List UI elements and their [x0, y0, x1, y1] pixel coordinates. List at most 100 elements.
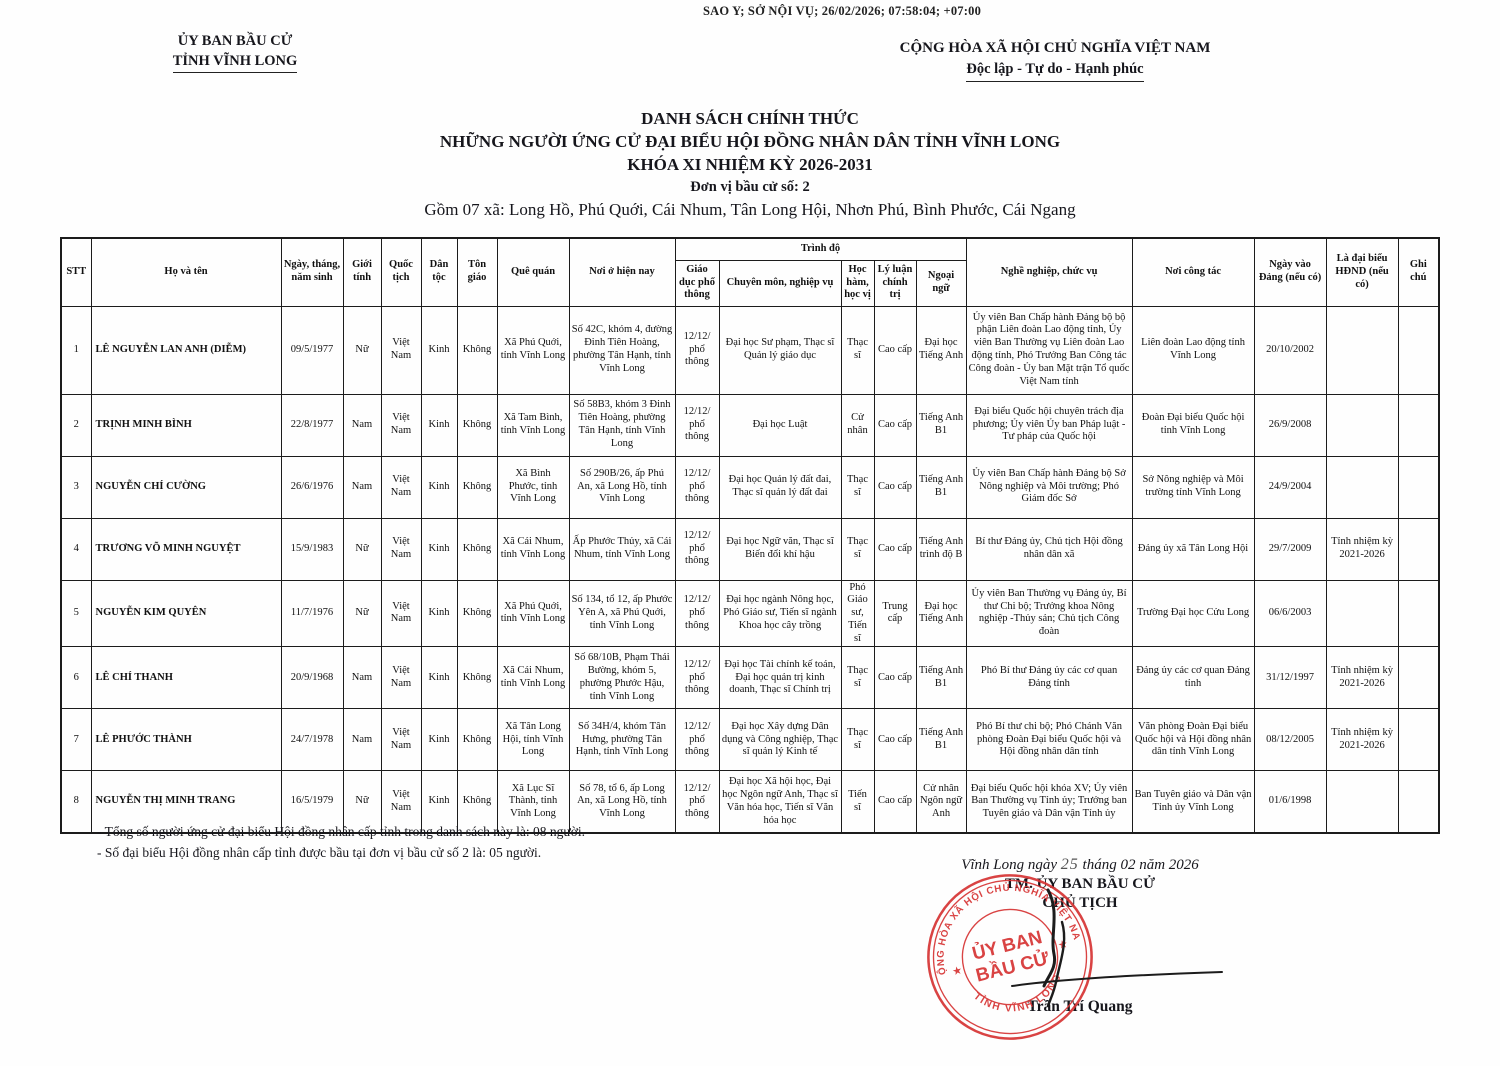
cell-stt: 3 — [60, 455, 92, 519]
national-title: CỘNG HÒA XÃ HỘI CHỦ NGHĨA VIỆT NAM — [899, 40, 1211, 56]
cell-party-date: 24/9/2004 — [1253, 455, 1327, 519]
cell-occupation: Đại biểu Quốc hội khóa XV; Ủy viên Ban T… — [965, 770, 1133, 834]
cell-note — [1397, 646, 1440, 710]
cell-occupation: Ủy viên Ban Chấp hành Đảng bộ bộ phận Li… — [965, 305, 1133, 395]
cell-note — [1397, 393, 1440, 457]
cell-hometown: Xã Cái Nhum, tỉnh Vĩnh Long — [496, 517, 570, 581]
cell-name: TRỊNH MINH BÌNH — [90, 393, 282, 457]
cell-party-date: 26/9/2008 — [1253, 393, 1327, 457]
header-degree: Học hàm, học vị — [840, 259, 875, 307]
cell-name: LÊ NGUYỄN LAN ANH (DIỄM) — [90, 305, 282, 395]
cell-dob: 09/5/1977 — [280, 305, 344, 395]
cell-language: Tiếng Anh B1 — [915, 646, 967, 710]
cell-education: 12/12/ phổ thông — [674, 770, 720, 834]
signer-name: Trần Trí Quang — [1027, 998, 1133, 1015]
cell-nationality: Việt Nam — [380, 393, 422, 457]
cell-language: Tiếng Anh B1 — [915, 708, 967, 772]
cell-qualification: Đại học ngành Nông học, Phó Giáo sư, Tiế… — [718, 579, 842, 648]
handwritten-day: 25 — [1060, 856, 1079, 873]
cell-workplace: Liên đoàn Lao động tỉnh Vĩnh Long — [1131, 305, 1255, 395]
cell-party-date: 29/7/2009 — [1253, 517, 1327, 581]
election-unit-line: Đơn vị bầu cử số: 2 — [690, 178, 810, 195]
candidates-table: STT Họ và tên Ngày, tháng, năm sinh Giới… — [60, 237, 1441, 834]
cell-workplace: Trường Đại học Cửu Long — [1131, 579, 1255, 648]
cell-gender: Nam — [342, 646, 382, 710]
cell-dob: 26/6/1976 — [280, 455, 344, 519]
table-row: 2 TRỊNH MINH BÌNH 22/8/1977 Nam Việt Nam Kinh… — [60, 393, 1440, 457]
cell-gender: Nam — [342, 708, 382, 772]
cell-politics: Cao cấp — [873, 708, 917, 772]
cell-gender: Nam — [342, 393, 382, 457]
cell-workplace: Đoàn Đại biểu Quốc hội tỉnh Vĩnh Long — [1131, 393, 1255, 457]
cell-party-date: 01/6/1998 — [1253, 770, 1327, 834]
cell-occupation: Đại biểu Quốc hội chuyên trách địa phươn… — [965, 393, 1133, 457]
cell-nationality: Việt Nam — [380, 305, 422, 395]
cell-residence: Số 42C, khóm 4, đường Đinh Tiên Hoàng, p… — [568, 305, 676, 395]
header-workplace: Nơi công tác — [1131, 237, 1255, 307]
cell-ethnicity: Kinh — [420, 579, 458, 648]
cell-name: LÊ CHÍ THANH — [90, 646, 282, 710]
header-note: Ghi chú — [1397, 237, 1440, 307]
cell-dob: 11/7/1976 — [280, 579, 344, 648]
cell-residence: Số 290B/26, ấp Phú An, xã Long Hồ, tỉnh … — [568, 455, 676, 519]
cell-hometown: Xã Lục Sĩ Thành, tỉnh Vĩnh Long — [496, 770, 570, 834]
cell-politics: Cao cấp — [873, 305, 917, 395]
header-council: Là đại biểu HĐND (nếu có) — [1325, 237, 1399, 307]
cell-stt: 8 — [60, 770, 92, 834]
cell-workplace: Sở Nông nghiệp và Môi trường tỉnh Vĩnh L… — [1131, 455, 1255, 519]
cell-ethnicity: Kinh — [420, 455, 458, 519]
signer-role: CHỦ TỊCH — [1042, 895, 1118, 911]
cell-politics: Trung cấp — [873, 579, 917, 648]
cell-name: NGUYỄN KIM QUYÊN — [90, 579, 282, 648]
table-header: STT Họ và tên Ngày, tháng, năm sinh Giới… — [60, 237, 1440, 307]
document-title-block: DANH SÁCH CHÍNH THỨC NHỮNG NGƯỜI ỨNG CỬ … — [0, 108, 1500, 222]
cell-name: TRƯƠNG VÕ MINH NGUYỆT — [90, 517, 282, 581]
signing-authority: TM. ỦY BAN BẦU CỬ — [1004, 876, 1156, 892]
cell-note — [1397, 305, 1440, 395]
cell-nationality: Việt Nam — [380, 517, 422, 581]
signature-block: Vĩnh Long ngày 25 tháng 02 năm 2026 TM. … — [870, 856, 1290, 1016]
cell-politics: Cao cấp — [873, 455, 917, 519]
cell-religion: Không — [456, 708, 498, 772]
copy-certification-line: SAO Y; SỞ NỘI VỤ; 26/02/2026; 07:58:04; … — [703, 4, 982, 18]
cell-language: Tiếng Anh trình độ B — [915, 517, 967, 581]
cell-hometown: Xã Phú Quới, tỉnh Vĩnh Long — [496, 579, 570, 648]
cell-hometown: Xã Phú Quới, tỉnh Vĩnh Long — [496, 305, 570, 395]
cell-residence: Số 134, tổ 12, ấp Phước Yên A, xã Phú Qu… — [568, 579, 676, 648]
cell-workplace: Ban Tuyên giáo và Dân vận Tỉnh ủy Vĩnh L… — [1131, 770, 1255, 834]
cell-dob: 16/5/1979 — [280, 770, 344, 834]
cell-stt: 7 — [60, 708, 92, 772]
issuing-org-block: ỦY BAN BẦU CỬ TỈNH VĨNH LONG — [95, 32, 375, 74]
cell-language: Tiếng Anh B1 — [915, 393, 967, 457]
cell-ethnicity: Kinh — [420, 646, 458, 710]
table-row: 6 LÊ CHÍ THANH 20/9/1968 Nam Việt Nam Kinh Khô… — [60, 646, 1440, 710]
cell-gender: Nữ — [342, 770, 382, 834]
cell-ethnicity: Kinh — [420, 393, 458, 457]
cell-religion: Không — [456, 579, 498, 648]
cell-hometown: Xã Cái Nhum, tỉnh Vĩnh Long — [496, 646, 570, 710]
cell-degree: Thạc sĩ — [840, 455, 875, 519]
header-ethnicity: Dân tộc — [420, 237, 458, 307]
cell-degree: Thạc sĩ — [840, 646, 875, 710]
summary-notes: - Tổng số người ứng cử đại biểu Hội đồng… — [97, 822, 585, 864]
cell-party-date: 08/12/2005 — [1253, 708, 1327, 772]
table-row: 5 NGUYỄN KIM QUYÊN 11/7/1976 Nữ Việt Nam Kinh… — [60, 579, 1440, 648]
cell-education: 12/12/ phổ thông — [674, 455, 720, 519]
header-occupation: Nghề nghiệp, chức vụ — [965, 237, 1133, 307]
cell-nationality: Việt Nam — [380, 708, 422, 772]
cell-council — [1325, 455, 1399, 519]
cell-politics: Cao cấp — [873, 517, 917, 581]
cell-politics: Cao cấp — [873, 770, 917, 834]
cell-gender: Nữ — [342, 579, 382, 648]
cell-gender: Nam — [342, 455, 382, 519]
cell-degree: Tiến sĩ — [840, 770, 875, 834]
cell-party-date: 20/10/2002 — [1253, 305, 1327, 395]
cell-council: Tỉnh nhiệm kỳ 2021-2026 — [1325, 517, 1399, 581]
title-line-2: NHỮNG NGƯỜI ỨNG CỬ ĐẠI BIỂU HỘI ĐỒNG NHÂ… — [439, 131, 1061, 151]
cell-residence: Ấp Phước Thủy, xã Cái Nhum, tỉnh Vĩnh Lo… — [568, 517, 676, 581]
cell-dob: 15/9/1983 — [280, 517, 344, 581]
cell-qualification: Đại học Xã hội học, Đại học Ngôn ngữ Anh… — [718, 770, 842, 834]
national-motto: Độc lập - Tự do - Hạnh phúc — [966, 59, 1144, 83]
title-line-3: KHÓA XI NHIỆM KỲ 2026-2031 — [627, 154, 873, 174]
